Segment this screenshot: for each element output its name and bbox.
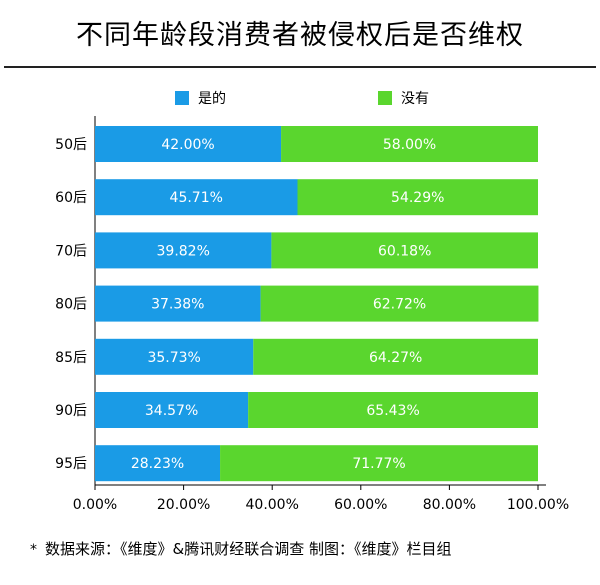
data-label-no-2: 60.18% — [378, 243, 431, 259]
title-divider — [4, 66, 596, 68]
x-tick-label-2: 40.00% — [246, 497, 299, 513]
bar-chart: 42.00% 58.00% 50后 45.71% 54.29% 60后 39.82% 60.1… — [55, 116, 569, 513]
legend-swatch-yes — [175, 91, 189, 105]
data-label-no-3: 62.72% — [373, 297, 426, 313]
bar-no-0 — [281, 126, 538, 162]
bar-yes-0 — [95, 126, 282, 162]
data-label-yes-5: 34.57% — [145, 403, 198, 419]
data-label-no-5: 65.43% — [366, 403, 419, 419]
legend-label-no: 没有 — [401, 91, 429, 107]
footnote-star: * — [30, 542, 37, 558]
category-label-1: 60后 — [55, 190, 87, 206]
data-label-yes-4: 35.73% — [147, 350, 200, 366]
bar-no-3 — [260, 285, 539, 322]
bar-no-4 — [253, 338, 538, 375]
category-label-0: 50后 — [55, 137, 87, 153]
data-label-yes-3: 37.38% — [151, 297, 204, 313]
category-label-2: 70后 — [55, 243, 87, 259]
x-tick-label-4: 80.00% — [423, 497, 476, 513]
x-tick-label-1: 20.00% — [157, 497, 210, 513]
data-label-yes-2: 39.82% — [157, 243, 210, 259]
legend-item-yes: 是的 — [175, 89, 226, 107]
x-tick-label-0: 0.00% — [73, 497, 117, 513]
bar-no-2 — [271, 232, 538, 269]
data-label-no-6: 71.77% — [352, 456, 405, 472]
data-label-yes-0: 42.00% — [161, 137, 214, 153]
bar-yes-1 — [95, 179, 298, 216]
legend-item-no: 没有 — [378, 89, 429, 107]
footnote: * 数据来源：《维度》&腾讯财经联合调查 制图：《维度》栏目组 — [30, 538, 451, 559]
data-label-yes-6: 28.23% — [131, 456, 184, 472]
footnote-text: 数据来源：《维度》&腾讯财经联合调查 制图：《维度》栏目组 — [45, 540, 452, 558]
bar-yes-5 — [95, 392, 249, 428]
data-label-no-4: 64.27% — [369, 350, 422, 366]
data-label-no-1: 54.29% — [391, 190, 444, 206]
x-tick-label-3: 60.00% — [334, 497, 387, 513]
bar-no-6 — [220, 445, 538, 482]
bar-no-1 — [297, 179, 538, 216]
bar-yes-6 — [95, 445, 221, 482]
category-label-3: 80后 — [55, 297, 87, 313]
legend-label-yes: 是的 — [198, 91, 226, 107]
bar-yes-3 — [95, 285, 261, 322]
category-label-6: 95后 — [55, 456, 87, 472]
chart-title: 不同年龄段消费者被侵权后是否维权 — [76, 20, 524, 51]
data-label-no-0: 58.00% — [383, 137, 436, 153]
data-label-yes-1: 45.71% — [170, 190, 223, 206]
legend-swatch-no — [378, 91, 392, 105]
category-label-4: 85后 — [55, 350, 87, 366]
bar-yes-2 — [95, 232, 272, 269]
x-tick-label-5: 100.00% — [507, 497, 569, 513]
bar-no-5 — [248, 392, 539, 428]
category-label-5: 90后 — [55, 403, 87, 419]
bar-yes-4 — [95, 338, 254, 375]
